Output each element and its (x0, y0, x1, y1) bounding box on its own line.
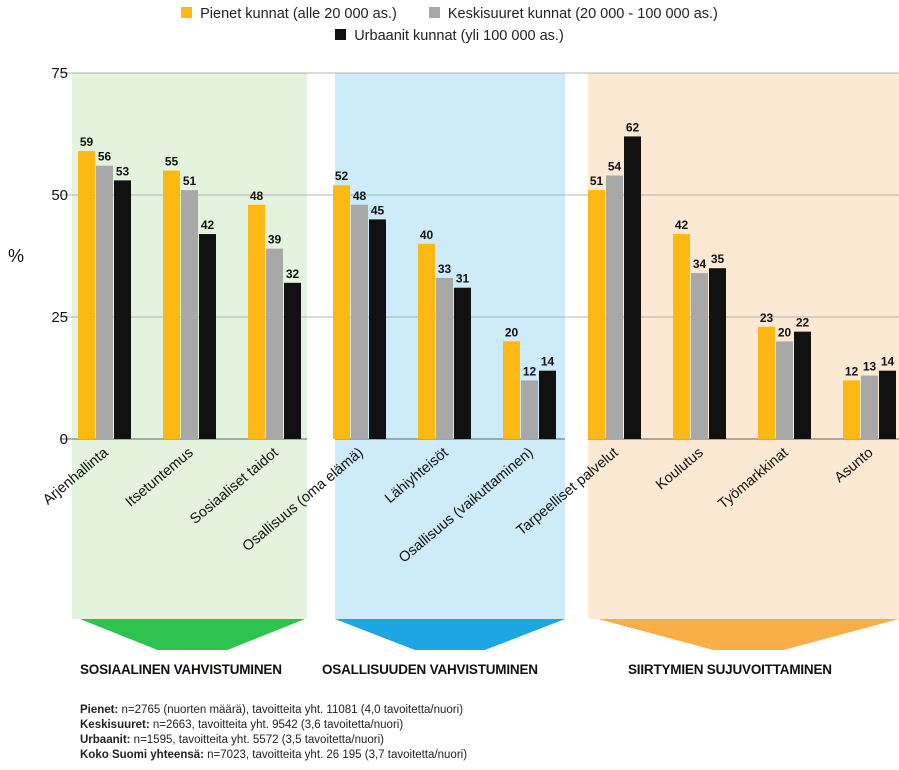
data-label: 56 (98, 150, 112, 164)
bar (521, 380, 538, 439)
data-label: 55 (165, 155, 179, 169)
bar (284, 282, 301, 439)
data-labels: 59 56 53 55 51 42 48 39 32 52 48 45 40 33 31 20 12 14 51 54… (80, 120, 895, 378)
bar (454, 287, 471, 439)
y-tick-label: 75 (51, 65, 68, 82)
data-label: 13 (863, 360, 877, 374)
data-label: 31 (456, 272, 470, 286)
data-label: 14 (881, 355, 895, 369)
legend-item-medium: Keskisuuret kunnat (20 000 - 100 000 as.… (428, 6, 718, 22)
legend-swatch-urban (335, 29, 347, 40)
bar (351, 204, 368, 439)
data-label: 59 (80, 135, 94, 149)
data-label: 42 (201, 218, 215, 232)
legend-item-urban: Urbaanit kunnat (yli 100 000 as.) (335, 28, 564, 44)
data-label: 45 (371, 203, 385, 217)
bar (418, 243, 435, 439)
group-arrow (335, 619, 565, 650)
legend-swatch-medium (428, 7, 440, 18)
data-label: 34 (693, 257, 707, 271)
bar (588, 190, 605, 439)
data-label: 42 (675, 218, 689, 232)
y-axis-label: % (8, 246, 24, 266)
data-label: 14 (541, 355, 555, 369)
bar (96, 165, 113, 439)
bar (709, 268, 726, 439)
note-line: Koko Suomi yhteensä: n=7023, tavoitteita… (80, 749, 468, 761)
bar (248, 204, 265, 439)
data-label: 35 (711, 252, 725, 266)
bar (199, 234, 216, 439)
data-label: 48 (353, 189, 367, 203)
bar (673, 234, 690, 439)
bar (333, 185, 350, 439)
data-label: 32 (286, 267, 300, 281)
data-label: 40 (420, 228, 434, 242)
data-label: 22 (796, 316, 810, 330)
y-tick-label: 0 (60, 431, 68, 448)
legend-label-small: Pienet kunnat (alle 20 000 as.) (200, 6, 397, 22)
data-label: 52 (335, 169, 349, 183)
y-tick-label: 50 (51, 187, 68, 204)
data-label: 51 (590, 174, 604, 188)
data-label: 53 (116, 164, 130, 178)
bar (794, 331, 811, 439)
bar-chart: 59 56 53 55 51 42 48 39 32 52 48 45 40 33 31 20 12 14 51 54… (8, 65, 899, 650)
group-arrow (80, 619, 305, 650)
group-arrow (598, 619, 899, 650)
bar (114, 180, 131, 440)
data-label: 51 (183, 174, 197, 188)
legend-label-urban: Urbaanit kunnat (yli 100 000 as.) (354, 28, 564, 44)
group-label-transitions: SIIRTYMIEN SUJUVOITTAMINEN (628, 662, 832, 677)
data-label: 54 (608, 159, 622, 173)
bar (266, 248, 283, 439)
data-label: 20 (505, 325, 519, 339)
bar (624, 136, 641, 439)
y-tick-label: 25 (51, 309, 68, 326)
data-label: 48 (250, 189, 264, 203)
data-label: 23 (760, 311, 774, 325)
bar (879, 370, 896, 439)
bar (503, 341, 520, 439)
bar (539, 370, 556, 439)
bar (369, 219, 386, 439)
data-label: 33 (438, 262, 452, 276)
group-label-social: SOSIAALINEN VAHVISTUMINEN (80, 662, 282, 677)
bar (776, 341, 793, 439)
data-label: 12 (845, 364, 859, 378)
note-line: Keskisuuret: n=2663, tavoitteita yht. 95… (80, 719, 404, 731)
group-label-participation: OSALLISUUDEN VAHVISTUMINEN (322, 662, 538, 677)
bar (436, 277, 453, 439)
legend-swatch-small (181, 7, 193, 18)
footnotes: Pienet: n=2765 (nuorten määrä), tavoitte… (80, 703, 467, 763)
bar (861, 375, 878, 439)
legend-label-medium: Keskisuuret kunnat (20 000 - 100 000 as.… (447, 6, 718, 22)
note-line: Pienet: n=2765 (nuorten määrä), tavoitte… (80, 704, 464, 716)
bar (606, 175, 623, 440)
bar (181, 190, 198, 439)
bar (78, 151, 95, 439)
bar (758, 326, 775, 439)
legend-row-1: Pienet kunnat (alle 20 000 as.) Keskisuu… (0, 6, 899, 22)
bar (691, 273, 708, 439)
bar (163, 170, 180, 439)
data-label: 12 (523, 364, 537, 378)
data-label: 20 (778, 325, 792, 339)
bar (843, 380, 860, 439)
legend-row-2: Urbaanit kunnat (yli 100 000 as.) (0, 28, 899, 44)
legend-item-small: Pienet kunnat (alle 20 000 as.) (181, 6, 397, 22)
data-label: 39 (268, 233, 282, 247)
y-tick-labels: 0 25 50 75 (51, 65, 68, 448)
note-line: Urbaanit: n=1595, tavoitteita yht. 5572 … (80, 734, 384, 746)
data-label: 62 (626, 120, 640, 134)
bars (78, 136, 896, 440)
